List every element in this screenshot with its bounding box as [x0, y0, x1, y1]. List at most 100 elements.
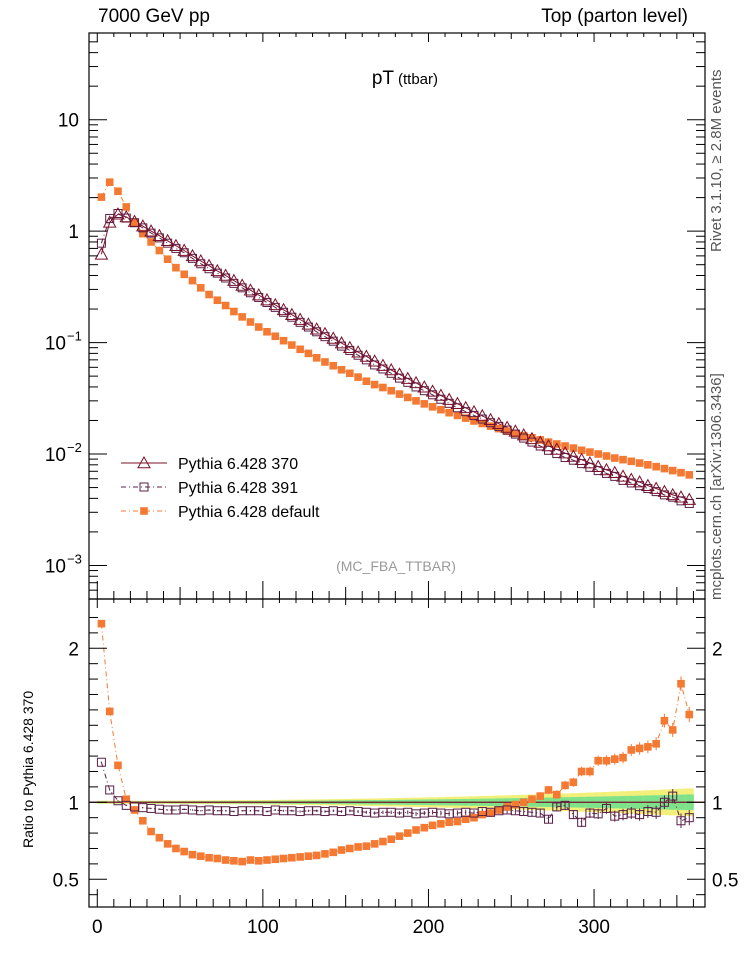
point-default	[279, 336, 288, 345]
ratio-point-default	[412, 826, 420, 834]
point-default	[685, 471, 694, 479]
point-370	[682, 492, 697, 505]
point-default	[329, 361, 338, 370]
point-default	[379, 383, 387, 392]
ratio-point-default	[172, 844, 180, 853]
point-default	[321, 358, 329, 366]
ratio-point-default	[387, 835, 396, 844]
plot-title-subscript: (ttbar)	[398, 71, 438, 88]
ratio-point-default	[619, 753, 627, 762]
ratio-point-default	[495, 806, 503, 814]
point-370	[127, 214, 142, 227]
point-default	[354, 373, 362, 381]
point-370	[599, 462, 614, 476]
ratio-point-default	[428, 821, 437, 830]
point-default	[105, 178, 114, 186]
legend-marker-391	[139, 482, 149, 492]
point-391	[221, 273, 231, 283]
point-370	[400, 371, 415, 384]
point-default	[213, 296, 222, 305]
point-370	[359, 349, 374, 362]
ratio-point-default	[155, 833, 164, 842]
point-370	[583, 456, 597, 469]
point-370	[144, 224, 158, 237]
point-391	[361, 355, 371, 365]
point-370	[309, 322, 324, 335]
ratio-point-default	[279, 854, 288, 863]
y-tick-label: 10	[58, 111, 79, 132]
point-default	[246, 318, 255, 326]
point-default	[577, 446, 586, 455]
ratio-point-default	[362, 842, 371, 850]
point-370	[301, 317, 316, 330]
ratio-point-391	[601, 803, 611, 813]
point-391	[270, 302, 280, 312]
point-391	[96, 238, 106, 248]
point-default	[230, 307, 238, 316]
point-default	[172, 263, 180, 272]
point-370	[376, 358, 390, 371]
y-tick-label: 10	[45, 334, 66, 355]
point-default	[337, 365, 346, 374]
ratio-point-default	[677, 679, 685, 688]
ratio-point-default	[511, 800, 520, 809]
point-391	[684, 498, 694, 508]
point-391	[113, 209, 123, 219]
ratio-point-default	[296, 853, 304, 861]
rivet-version-label: Rivet 3.1.10, ≥ 2.8M events	[708, 69, 725, 253]
point-370	[641, 478, 655, 491]
point-370	[417, 380, 432, 393]
point-391	[303, 322, 313, 332]
ratio-point-default	[130, 806, 139, 814]
point-default	[155, 246, 164, 255]
y-tick-label-exponent: −1	[67, 329, 82, 344]
point-391	[254, 292, 264, 302]
y-tick-label-exponent: −2	[67, 440, 82, 455]
point-370	[351, 345, 365, 358]
point-default	[677, 468, 685, 477]
point-370	[665, 487, 680, 501]
point-370	[169, 238, 183, 252]
point-default	[420, 400, 429, 408]
ratio-point-default	[139, 816, 147, 825]
ratio-point-default	[271, 855, 280, 864]
point-391	[196, 259, 206, 269]
point-370	[160, 233, 175, 247]
point-default	[312, 354, 321, 362]
point-391	[386, 368, 396, 378]
point-default	[238, 313, 246, 321]
axes	[88, 32, 706, 908]
point-default	[445, 408, 453, 417]
ratio-point-default	[594, 756, 602, 765]
point-370	[491, 416, 506, 430]
point-default	[130, 218, 139, 227]
point-default	[461, 414, 470, 422]
ratio-point-default	[254, 857, 263, 865]
legend-label-default: Pythia 6.428 default	[178, 504, 320, 521]
y-tick-label: 1	[68, 222, 79, 243]
point-370	[541, 438, 556, 452]
ratio-point-default	[437, 820, 445, 828]
ratio-point-default	[503, 803, 511, 811]
point-370	[549, 442, 564, 455]
point-370	[94, 247, 109, 260]
ratio-point-default	[346, 844, 354, 853]
point-370	[227, 273, 241, 286]
point-default	[627, 457, 636, 466]
point-391	[245, 288, 255, 298]
mcplots-reference-label: mcplots.cern.ch [arXiv:1306.3436]	[708, 373, 725, 600]
point-370	[384, 362, 399, 376]
point-default	[163, 255, 172, 264]
point-default	[370, 380, 379, 389]
ratio-point-default	[453, 817, 462, 826]
point-370	[235, 278, 250, 291]
point-370	[152, 228, 167, 242]
point-391	[187, 253, 197, 263]
ratio-point-391	[651, 807, 661, 817]
point-default	[205, 290, 213, 299]
ratio-point-default	[230, 857, 238, 865]
point-370	[607, 465, 622, 478]
ratio-point-default	[577, 767, 586, 776]
point-default	[304, 349, 313, 358]
